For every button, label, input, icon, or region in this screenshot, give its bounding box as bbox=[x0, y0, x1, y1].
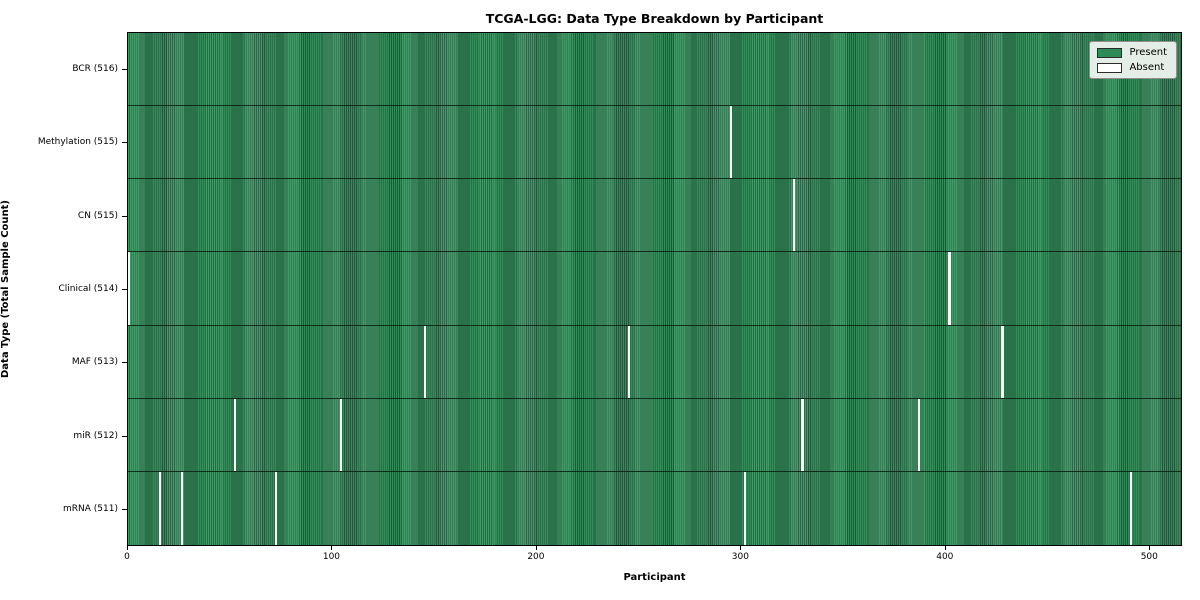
row-maf bbox=[128, 325, 1181, 399]
legend-label-absent: Absent bbox=[1129, 62, 1165, 73]
absent-gap-mir-104 bbox=[340, 398, 343, 471]
chart-title: TCGA-LGG: Data Type Breakdown by Partici… bbox=[485, 11, 824, 26]
row-label-bcr: BCR (516) bbox=[72, 63, 118, 74]
y-tick-clinical bbox=[122, 289, 127, 290]
x-axis: 0 100 200 300 400 500 bbox=[124, 546, 1182, 570]
x-tick-0 bbox=[127, 546, 128, 550]
absent-gap-mrna-15 bbox=[158, 471, 161, 545]
absent-gap-maf-245 bbox=[627, 325, 631, 398]
y-axis-ticks bbox=[122, 32, 127, 546]
absent-gap-mir-387 bbox=[917, 398, 920, 471]
legend-label-present: Present bbox=[1129, 47, 1167, 58]
y-axis-labels: BCR (516) Methylation (515) CN (515) Clinic… bbox=[0, 32, 118, 546]
absent-gap-clinical-0 bbox=[128, 252, 131, 325]
legend-swatch-present bbox=[1097, 47, 1123, 58]
x-tick-label-400: 400 bbox=[936, 552, 954, 562]
legend-swatch-absent bbox=[1097, 62, 1123, 73]
legend-item-absent: Absent bbox=[1097, 62, 1167, 73]
legend: Present Absent bbox=[1089, 41, 1177, 79]
row-label-clinical: Clinical (514) bbox=[58, 284, 118, 294]
absent-gap-methylation-295 bbox=[730, 106, 733, 179]
row-label-maf: MAF (513) bbox=[71, 357, 118, 368]
y-tick-methylation bbox=[122, 142, 127, 144]
x-tick-300 bbox=[740, 546, 742, 550]
row-label-cn: CN (515) bbox=[77, 210, 118, 221]
row-bcr bbox=[128, 33, 1181, 107]
x-axis-title: Participant bbox=[623, 572, 686, 583]
row-cn bbox=[128, 179, 1181, 253]
x-tick-100 bbox=[331, 546, 333, 550]
y-tick-mir bbox=[122, 435, 127, 437]
x-tick-400 bbox=[944, 546, 946, 550]
absent-gap-mir-52 bbox=[234, 398, 237, 471]
x-tick-200 bbox=[535, 546, 537, 550]
row-mrna bbox=[128, 471, 1181, 545]
x-tick-label-200: 200 bbox=[527, 552, 545, 562]
absent-gap-mrna-72 bbox=[274, 471, 278, 545]
absent-gap-cn-326 bbox=[793, 179, 796, 252]
row-methylation bbox=[128, 106, 1181, 180]
y-tick-cn bbox=[122, 215, 127, 217]
row-label-mir: miR (512) bbox=[73, 430, 118, 441]
x-tick-label-300: 300 bbox=[731, 552, 749, 562]
plot-area: Present Absent bbox=[127, 32, 1182, 546]
row-mir bbox=[128, 398, 1181, 472]
absent-gap-mrna-26 bbox=[181, 471, 184, 545]
legend-item-present: Present bbox=[1097, 47, 1167, 58]
x-tick-label-100: 100 bbox=[322, 552, 341, 562]
x-tick-label-0: 0 bbox=[124, 552, 130, 562]
absent-gap-maf-145 bbox=[423, 325, 427, 398]
x-tick-label-500: 500 bbox=[1140, 552, 1158, 562]
rows bbox=[128, 33, 1181, 545]
x-tick-500 bbox=[1149, 546, 1151, 550]
absent-gap-mrna-302 bbox=[744, 471, 747, 545]
absent-gap-mir-330 bbox=[801, 398, 804, 471]
absent-gap-mrna-491 bbox=[1129, 471, 1133, 545]
y-tick-mrna bbox=[122, 509, 127, 511]
row-label-mrna: mRNA (511) bbox=[63, 504, 118, 515]
row-label-methylation: Methylation (515) bbox=[37, 137, 118, 148]
row-clinical bbox=[128, 252, 1181, 326]
y-tick-maf bbox=[122, 362, 127, 364]
absent-gap-maf-428 bbox=[1001, 325, 1004, 398]
absent-gap-clinical-402 bbox=[948, 252, 951, 325]
y-tick-bcr bbox=[122, 68, 127, 70]
